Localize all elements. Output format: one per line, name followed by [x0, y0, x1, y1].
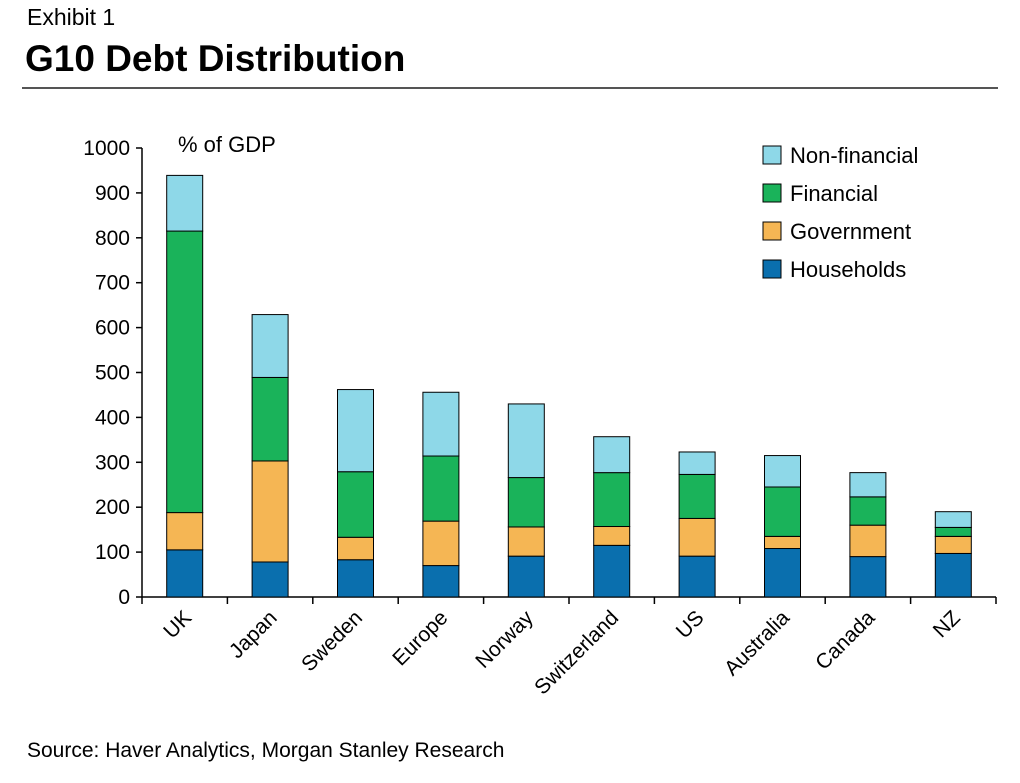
bar-segment-financial-japan — [251, 376, 289, 462]
legend-label: Financial — [790, 181, 878, 206]
bar-segment-financial-nz — [934, 526, 972, 537]
bar-segment-government-australia — [764, 535, 801, 550]
legend-label: Households — [790, 257, 906, 282]
y-tick-label: 0 — [118, 586, 130, 609]
y-tick-label: 800 — [95, 227, 130, 250]
source-note: Source: Haver Analytics, Morgan Stanley … — [27, 739, 505, 762]
bar-segment-financial-uk — [166, 230, 204, 514]
bar-segment-non-financial-japan — [251, 314, 289, 378]
bar-segment-financial-sweden — [337, 471, 374, 538]
bar-segment-households-norway — [507, 555, 545, 598]
category-label: Switzerland — [530, 606, 623, 699]
category-label: Europe — [388, 606, 452, 670]
y-tick-label: 900 — [95, 182, 130, 205]
bar-segment-households-europe — [422, 565, 460, 598]
category-label: US — [672, 606, 709, 643]
bar-segment-households-canada — [849, 556, 887, 598]
bar-segment-households-switzerland — [593, 544, 631, 598]
bar-segment-financial-canada — [849, 496, 887, 526]
y-tick-label: 200 — [95, 496, 130, 519]
bar-segment-non-financial-norway — [507, 403, 545, 479]
bar-segment-financial-europe — [422, 455, 460, 522]
bar-segment-financial-norway — [507, 477, 545, 528]
bar-segment-non-financial-canada — [849, 472, 887, 498]
x-axis — [141, 596, 997, 604]
y-tick-label: 500 — [95, 362, 130, 385]
bar-segment-government-europe — [422, 520, 460, 567]
category-label: UK — [159, 606, 196, 643]
bar-segment-government-japan — [251, 460, 289, 563]
category-label: Norway — [471, 606, 538, 673]
bar-segment-financial-switzerland — [593, 472, 631, 528]
y-tick-label: 100 — [95, 541, 130, 564]
y-tick-label: 400 — [95, 406, 130, 429]
legend-swatch — [762, 221, 782, 241]
legend-label: Non-financial — [790, 143, 918, 168]
bar-segment-government-us — [678, 517, 716, 557]
y-axis: 0 100 200 300 400 500 600 700 800 900 1000 — [83, 137, 143, 609]
category-label: Canada — [811, 606, 880, 675]
legend-label: Government — [790, 219, 911, 244]
y-tick-label: 300 — [95, 451, 130, 474]
bar-segment-government-uk — [166, 512, 204, 551]
category-label: NZ — [929, 606, 965, 642]
bar-segment-households-nz — [934, 552, 972, 598]
bar-segment-government-norway — [507, 526, 545, 557]
category-label: Japan — [225, 606, 282, 663]
bar-segment-households-sweden — [337, 559, 374, 598]
legend: Non-financial Financial Government Househol… — [762, 143, 918, 282]
bar-segment-non-financial-uk — [166, 174, 204, 232]
bars — [166, 174, 972, 598]
bar-segment-non-financial-nz — [934, 511, 972, 528]
title-divider — [22, 87, 998, 89]
bar-segment-non-financial-sweden — [337, 389, 374, 473]
y-tick-label: 600 — [95, 317, 130, 340]
bar-segment-households-us — [678, 555, 716, 598]
page-title: G10 Debt Distribution — [25, 38, 406, 79]
bar-segment-non-financial-australia — [764, 455, 801, 488]
bar-segment-government-switzerland — [593, 526, 631, 546]
exhibit-label: Exhibit 1 — [27, 4, 116, 30]
bar-segment-financial-us — [678, 473, 716, 519]
category-label: Sweden — [297, 606, 367, 676]
unit-label: % of GDP — [178, 132, 276, 157]
bar-segment-government-canada — [849, 524, 887, 558]
legend-swatch — [762, 183, 782, 203]
bar-segment-non-financial-europe — [422, 391, 460, 457]
bar-segment-households-uk — [166, 549, 204, 598]
category-label: Australia — [720, 606, 794, 680]
y-tick-label: 1000 — [83, 137, 130, 160]
bar-segment-financial-australia — [764, 486, 801, 537]
y-tick-label: 700 — [95, 272, 130, 295]
bar-segment-households-australia — [764, 548, 801, 598]
bar-segment-government-nz — [934, 535, 972, 554]
bar-segment-government-sweden — [337, 536, 374, 561]
bar-segment-non-financial-us — [678, 451, 716, 475]
legend-swatch — [762, 259, 782, 279]
legend-swatch — [762, 145, 782, 165]
bar-segment-non-financial-switzerland — [593, 436, 631, 474]
bar-segment-households-japan — [251, 561, 289, 598]
